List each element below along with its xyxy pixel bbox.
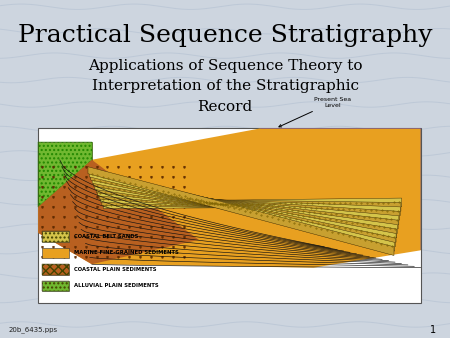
Text: Present Sea
Level: Present Sea Level bbox=[279, 97, 351, 127]
Bar bbox=[42, 264, 69, 275]
Text: 20b_6435.pps: 20b_6435.pps bbox=[9, 326, 58, 333]
Text: ALLUVIAL PLAIN SEDIMENTS: ALLUVIAL PLAIN SEDIMENTS bbox=[74, 284, 159, 288]
Polygon shape bbox=[100, 195, 400, 216]
Polygon shape bbox=[96, 186, 398, 229]
Polygon shape bbox=[104, 198, 401, 209]
Text: Practical Sequence Stratigraphy: Practical Sequence Stratigraphy bbox=[18, 24, 432, 47]
Polygon shape bbox=[38, 128, 421, 268]
Polygon shape bbox=[102, 198, 401, 211]
Bar bbox=[42, 281, 69, 291]
Bar bbox=[42, 264, 69, 275]
Bar bbox=[42, 247, 69, 258]
Bar bbox=[42, 231, 69, 242]
Text: MARINE FINE-GRAINED SEDIMENTS: MARINE FINE-GRAINED SEDIMENTS bbox=[74, 250, 179, 256]
Polygon shape bbox=[99, 192, 400, 220]
Polygon shape bbox=[88, 167, 394, 256]
Polygon shape bbox=[260, 128, 421, 250]
Bar bbox=[42, 281, 69, 291]
Polygon shape bbox=[90, 170, 395, 251]
Polygon shape bbox=[92, 176, 396, 242]
Polygon shape bbox=[94, 179, 397, 238]
Polygon shape bbox=[38, 160, 199, 264]
Text: 1: 1 bbox=[430, 324, 436, 335]
Text: COASTAL BELT SANDS: COASTAL BELT SANDS bbox=[74, 234, 139, 239]
Polygon shape bbox=[91, 173, 396, 247]
Bar bbox=[38, 128, 421, 303]
Polygon shape bbox=[95, 183, 397, 233]
Polygon shape bbox=[98, 189, 399, 224]
Text: Applications of Sequence Theory to
Interpretation of the Stratigraphic
Record: Applications of Sequence Theory to Inter… bbox=[88, 58, 362, 114]
Bar bbox=[42, 231, 69, 242]
Text: COASTAL PLAIN SEDIMENTS: COASTAL PLAIN SEDIMENTS bbox=[74, 267, 157, 272]
Polygon shape bbox=[38, 142, 92, 207]
